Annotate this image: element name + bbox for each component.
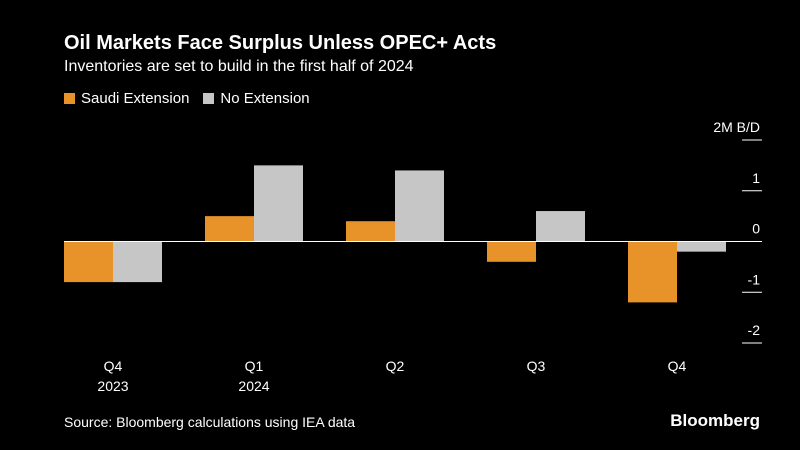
y-tick-label-0: 2M B/D (713, 119, 760, 135)
y-tick-label-4: -2 (748, 322, 761, 338)
bar-saudi-extension-1 (205, 216, 254, 242)
bar-saudi-extension-2 (346, 221, 395, 242)
y-tick-label-3: -1 (748, 271, 761, 287)
legend-item-no-extension: No Extension (203, 90, 310, 107)
bar-no-extension-0 (113, 241, 162, 283)
bar-no-extension-1 (254, 165, 303, 242)
legend-swatch-saudi-extension (64, 93, 75, 104)
x-tick-label-3: Q3 (527, 358, 546, 374)
legend-label-no-extension: No Extension (220, 90, 310, 107)
x-tick-year-0: 2023 (97, 378, 128, 394)
bloomberg-logo: Bloomberg (670, 411, 760, 430)
x-tick-label-0: Q4 (104, 358, 123, 374)
source-note: Source: Bloomberg calculations using IEA… (64, 414, 356, 430)
chart-subtitle: Inventories are set to build in the firs… (64, 58, 414, 75)
bar-saudi-extension-4 (628, 241, 677, 303)
y-tick-label-2: 0 (752, 221, 760, 237)
legend: Saudi Extension No Extension (64, 90, 324, 107)
x-tick-label-1: Q1 (245, 358, 264, 374)
x-tick-label-4: Q4 (668, 358, 687, 374)
x-tick-year-1: 2024 (238, 378, 269, 394)
bar-saudi-extension-0 (64, 241, 113, 283)
bar-no-extension-3 (536, 211, 585, 242)
bar-saudi-extension-3 (487, 241, 536, 262)
legend-label-saudi-extension: Saudi Extension (81, 90, 190, 107)
x-tick-label-2: Q2 (386, 358, 405, 374)
legend-swatch-no-extension (203, 93, 215, 104)
legend-item-saudi-extension: Saudi Extension (64, 90, 189, 107)
bar-no-extension-4 (677, 241, 726, 252)
chart-title: Oil Markets Face Surplus Unless OPEC+ Ac… (64, 32, 497, 54)
y-tick-label-1: 1 (752, 170, 760, 186)
bar-no-extension-2 (395, 170, 444, 242)
